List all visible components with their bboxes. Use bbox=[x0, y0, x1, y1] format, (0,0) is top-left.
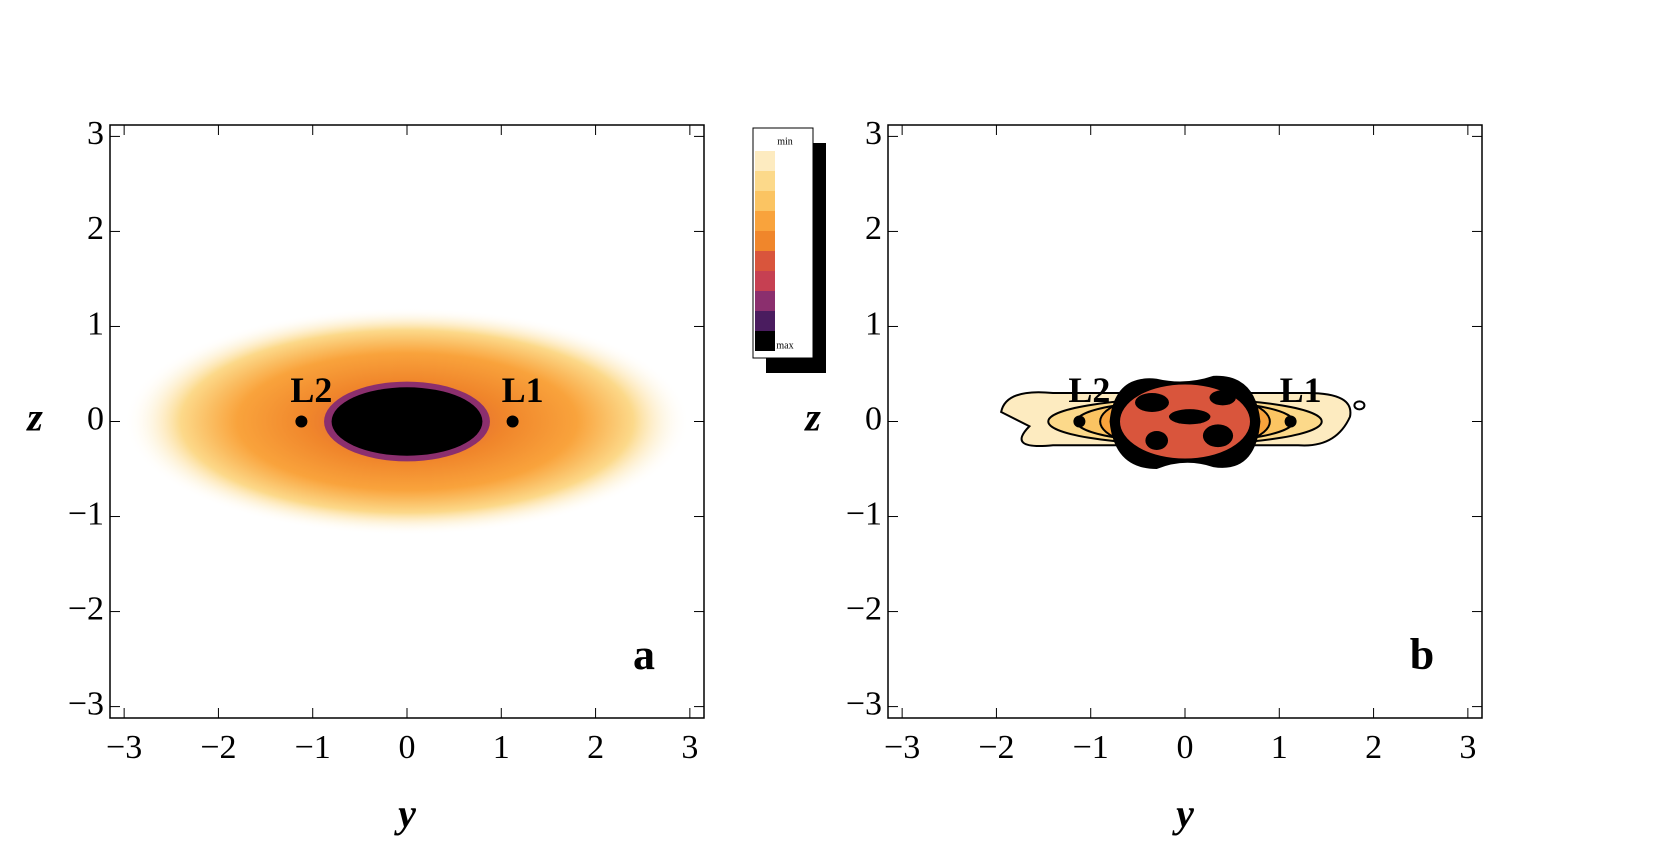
point-label: L2 bbox=[290, 370, 332, 410]
point-label: L2 bbox=[1068, 370, 1110, 410]
x-tick-label: −2 bbox=[200, 729, 236, 766]
colorbar-swatch bbox=[755, 151, 775, 171]
x-tick-label: 1 bbox=[493, 729, 510, 766]
y-tick-label: −3 bbox=[846, 685, 882, 722]
y-tick-label: 2 bbox=[87, 210, 104, 247]
lagrange-point bbox=[506, 415, 519, 428]
lagrange-point bbox=[295, 415, 308, 428]
y-tick-label: 1 bbox=[865, 305, 882, 342]
x-tick-label: −3 bbox=[106, 729, 142, 766]
point-label: L1 bbox=[1280, 370, 1322, 410]
x-tick-label: 3 bbox=[1459, 729, 1476, 766]
panel-label: a bbox=[633, 630, 655, 679]
x-tick-label: 1 bbox=[1271, 729, 1288, 766]
contour-level bbox=[1209, 390, 1236, 406]
y-tick-label: −2 bbox=[846, 590, 882, 627]
x-tick-label: −3 bbox=[884, 729, 920, 766]
y-tick-label: −1 bbox=[68, 495, 104, 532]
x-axis-label: y bbox=[394, 791, 416, 836]
y-tick-label: −1 bbox=[846, 495, 882, 532]
y-tick-label: 3 bbox=[87, 115, 104, 152]
y-tick-label: 0 bbox=[865, 400, 882, 437]
colorbar-swatch bbox=[755, 211, 775, 231]
colorbar-swatch bbox=[755, 231, 775, 251]
lagrange-point bbox=[1073, 415, 1086, 428]
y-tick-label: 2 bbox=[865, 210, 882, 247]
x-tick-label: 0 bbox=[1177, 729, 1194, 766]
x-tick-label: −1 bbox=[295, 729, 331, 766]
colorbar-label: min bbox=[777, 136, 793, 147]
contour-level bbox=[1145, 431, 1169, 451]
y-tick-label: −2 bbox=[68, 590, 104, 627]
x-tick-label: −1 bbox=[1073, 729, 1109, 766]
y-tick-label: 0 bbox=[87, 400, 104, 437]
colorbar-swatch bbox=[755, 311, 775, 331]
y-tick-label: 3 bbox=[865, 115, 882, 152]
point-label: L1 bbox=[502, 370, 544, 410]
colorbar-swatch bbox=[755, 191, 775, 211]
colorbar-label: max bbox=[776, 340, 793, 351]
y-tick-label: 1 bbox=[87, 305, 104, 342]
contour-level bbox=[1353, 400, 1366, 411]
x-tick-label: −2 bbox=[978, 729, 1014, 766]
contour-level bbox=[1202, 424, 1234, 448]
colorbar-swatch bbox=[755, 271, 775, 291]
colorbar-swatch bbox=[755, 291, 775, 311]
colorbar-swatch bbox=[755, 251, 775, 271]
lagrange-point bbox=[1284, 415, 1297, 428]
density-core bbox=[331, 387, 483, 456]
contour-level bbox=[1168, 409, 1211, 425]
x-tick-label: 0 bbox=[399, 729, 416, 766]
x-tick-label: 3 bbox=[681, 729, 698, 766]
y-axis-label: z bbox=[803, 395, 821, 440]
colorbar-swatch bbox=[755, 331, 775, 351]
x-tick-label: 2 bbox=[1365, 729, 1382, 766]
x-axis-label: y bbox=[1172, 791, 1194, 836]
contour-level bbox=[1135, 392, 1169, 412]
y-axis-label: z bbox=[25, 395, 43, 440]
panel-label: b bbox=[1410, 630, 1434, 679]
y-tick-label: −3 bbox=[68, 685, 104, 722]
colorbar-swatch bbox=[755, 171, 775, 191]
x-tick-label: 2 bbox=[587, 729, 604, 766]
